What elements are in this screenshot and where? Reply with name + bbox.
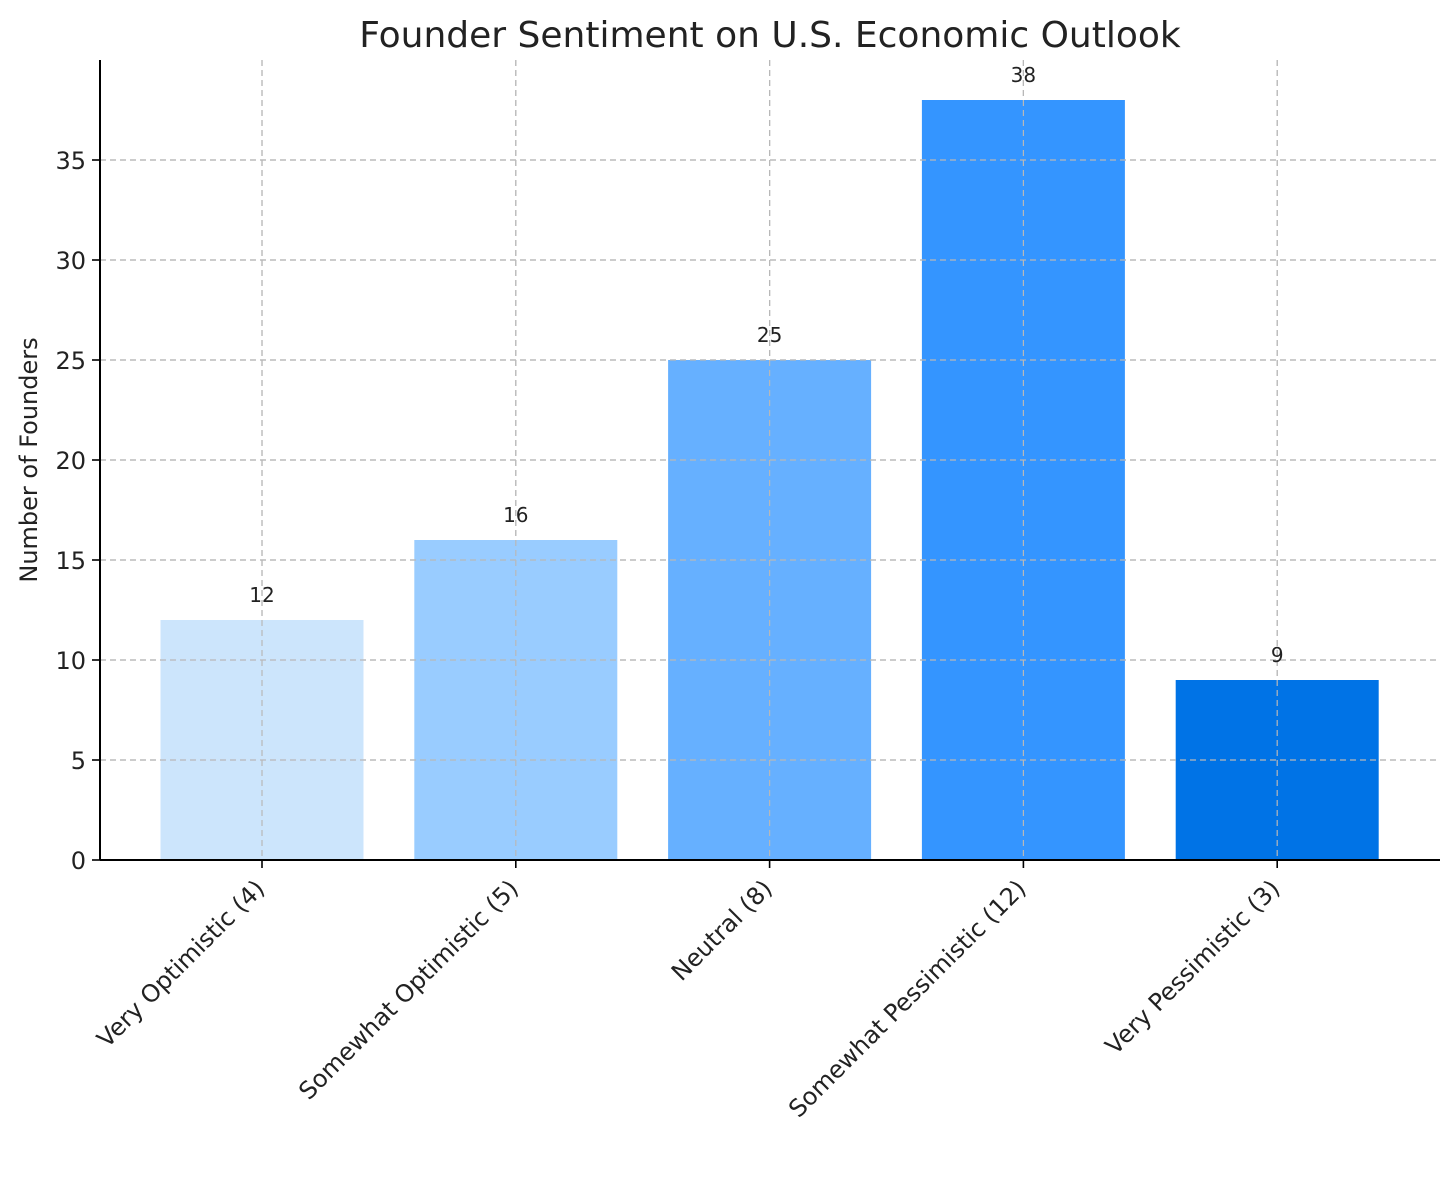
y-tick-label: 0 [71,847,86,875]
x-tick-label: Very Pessimistic (3) [1100,874,1286,1060]
y-tick-label: 10 [55,647,86,675]
bar-value-label: 9 [1271,643,1284,667]
bar-value-label: 25 [757,323,782,347]
y-tick-label: 35 [55,147,86,175]
data-label-layer: 12 16 25 38 9 [249,63,1283,667]
x-tick-label: Somewhat Pessimistic (12) [783,874,1032,1123]
y-tick-label: 20 [55,447,86,475]
x-tick-label: Very Optimistic (4) [92,874,271,1053]
bar-value-label: 16 [503,503,528,527]
bar-value-label: 12 [249,583,274,607]
y-axis-label: Number of Founders [15,337,43,582]
y-tick-label: 15 [55,547,86,575]
y-tick-label: 25 [55,347,86,375]
y-tick-label: 5 [71,747,86,775]
x-tick-label: Somewhat Optimistic (5) [293,874,524,1105]
bar-value-label: 38 [1011,63,1036,87]
chart-title: Founder Sentiment on U.S. Economic Outlo… [359,15,1181,56]
overlay-grid-layer [100,60,1440,860]
x-tick-label: Neutral (8) [666,874,778,986]
y-tick-label: 30 [55,247,86,275]
